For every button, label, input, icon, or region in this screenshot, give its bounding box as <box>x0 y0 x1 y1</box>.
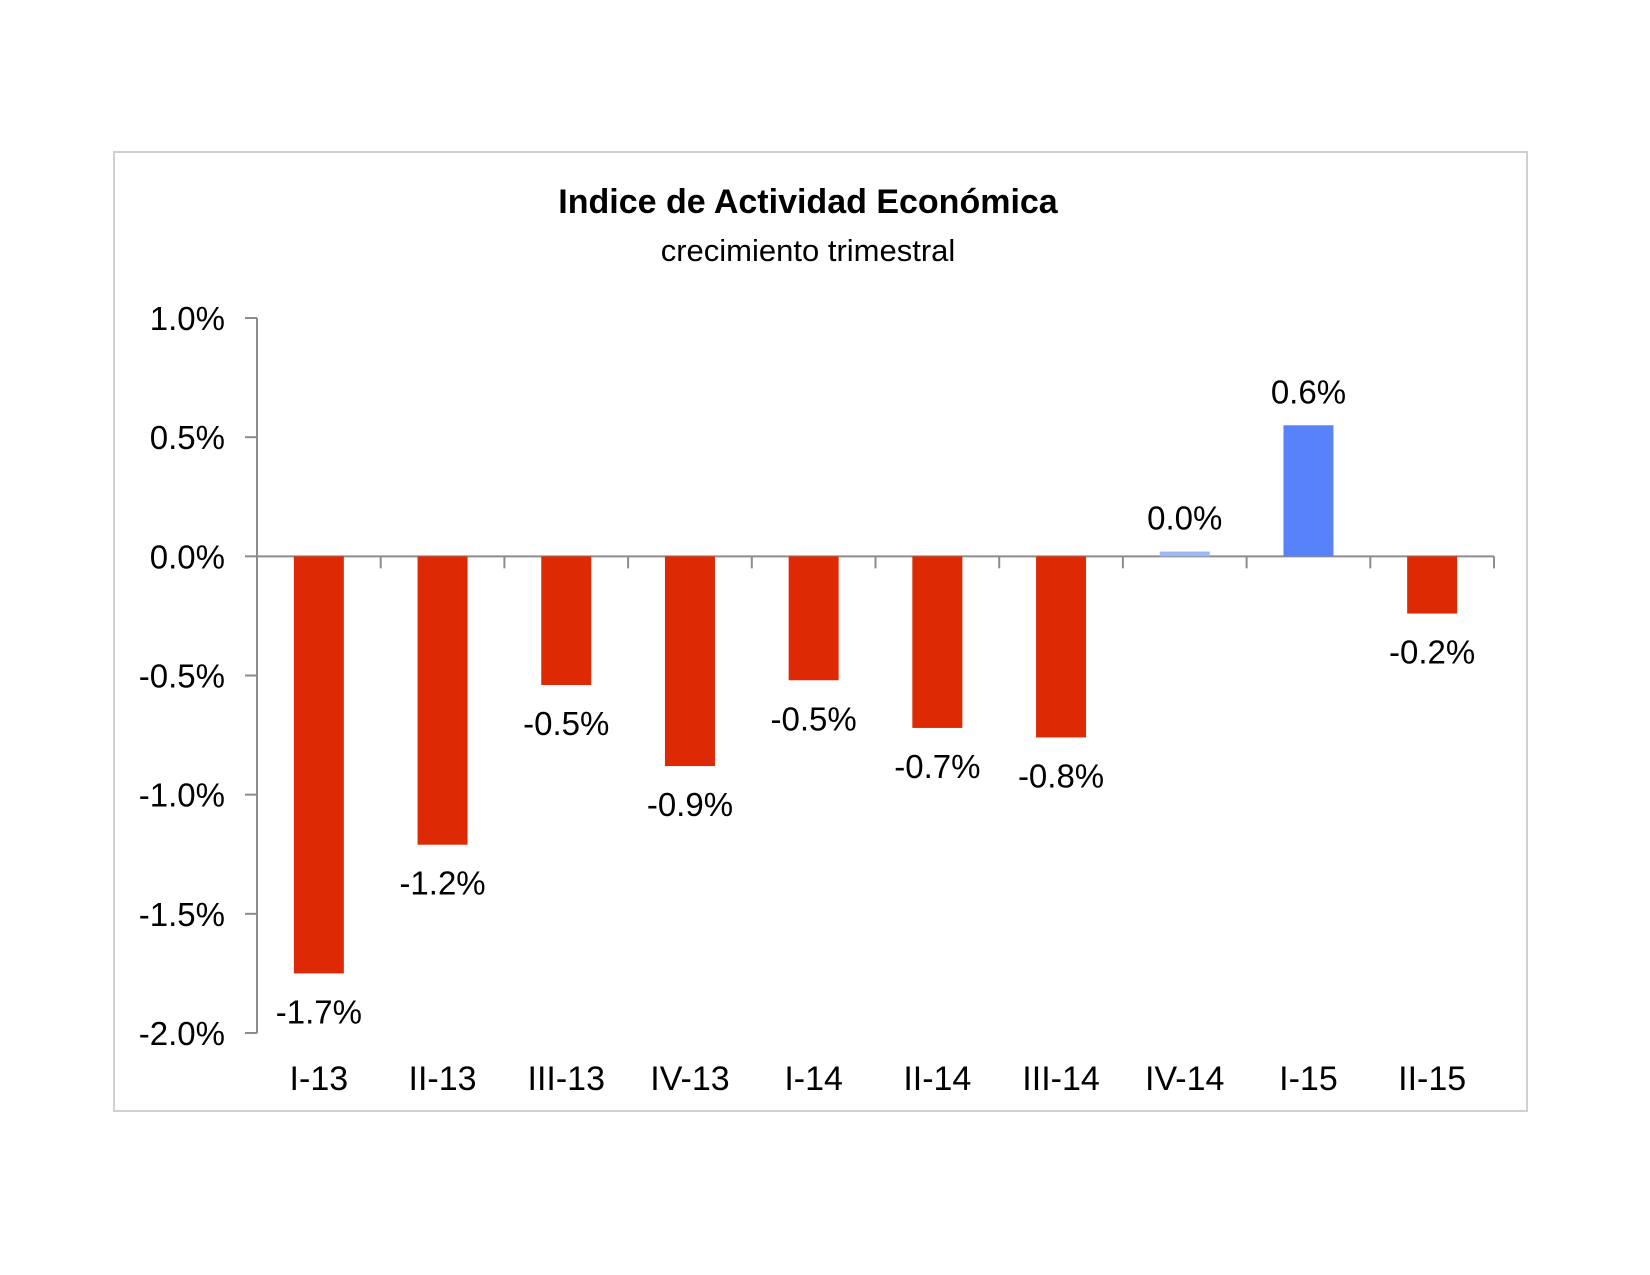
y-tick-label: -1.5% <box>139 896 225 933</box>
data-label-I-13: -1.7% <box>276 993 362 1030</box>
y-tick-label: 0.5% <box>150 419 225 456</box>
y-tick-label: -2.0% <box>139 1015 225 1052</box>
x-tick-label-II-13: II-13 <box>409 1060 477 1098</box>
data-label-II-13: -1.2% <box>399 865 485 902</box>
bar-I-13 <box>293 556 344 974</box>
bar-III-13 <box>541 556 592 686</box>
data-label-II-15: -0.2% <box>1389 634 1475 671</box>
bars <box>293 425 1458 974</box>
data-label-I-14: -0.5% <box>771 700 857 737</box>
bar-I-15 <box>1283 425 1334 557</box>
y-tick-label: 1.0% <box>150 300 225 337</box>
data-labels: -1.7% -1.2% -0.5% -0.9% -0.5% -0.7% -0.8% 0.0% 0… <box>276 373 1476 1030</box>
bar-III-14 <box>1036 556 1087 738</box>
x-tick-label-IV-14: IV-14 <box>1145 1060 1224 1098</box>
data-label-IV-14: 0.0% <box>1147 500 1222 537</box>
x-tick-label-III-13: III-13 <box>528 1060 605 1098</box>
x-tick-label-IV-13: IV-13 <box>650 1060 729 1098</box>
chart-frame: Indice de Actividad Económica crecimient… <box>113 151 1528 1112</box>
chart-subtitle: crecimiento trimestral <box>661 233 956 268</box>
bar-I-14 <box>788 556 839 681</box>
y-tick-label: -1.0% <box>139 777 225 814</box>
x-tick-label-I-14: I-14 <box>784 1060 843 1098</box>
bar-IV-14 <box>1159 551 1210 557</box>
data-label-II-14: -0.7% <box>894 748 980 785</box>
axes: 1.0% 0.5% 0.0% -0.5% -1.0% -1.5% -2.0% I-13 II-1… <box>139 300 1495 1098</box>
x-tick-label-III-14: III-14 <box>1022 1060 1099 1098</box>
bar-IV-13 <box>664 556 715 767</box>
y-tick-label: -0.5% <box>139 658 225 695</box>
x-tick-label-I-15: I-15 <box>1279 1060 1338 1098</box>
x-tick-label-II-15: II-15 <box>1398 1060 1466 1098</box>
bar-chart: Indice de Actividad Económica crecimient… <box>139 183 1495 1098</box>
bar-II-13 <box>417 556 468 845</box>
chart-title: Indice de Actividad Económica <box>558 183 1059 221</box>
data-label-I-15: 0.6% <box>1271 373 1346 410</box>
data-label-III-14: -0.8% <box>1018 757 1104 794</box>
x-tick-label-II-14: II-14 <box>903 1060 971 1098</box>
data-label-IV-13: -0.9% <box>647 786 733 823</box>
bar-II-15 <box>1407 556 1458 614</box>
x-tick-label-I-13: I-13 <box>290 1060 349 1098</box>
bar-II-14 <box>912 556 963 728</box>
data-label-III-13: -0.5% <box>523 705 609 742</box>
y-tick-label: 0.0% <box>150 538 225 575</box>
